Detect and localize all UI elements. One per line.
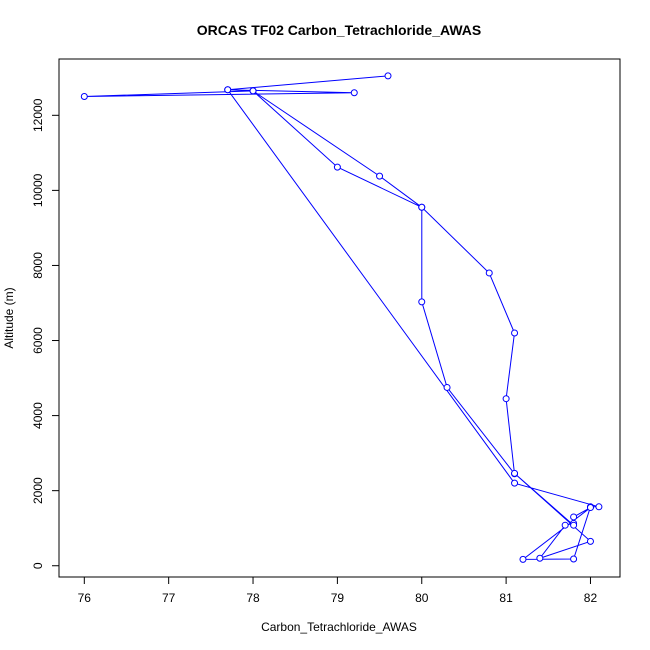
plot-frame [58, 58, 621, 578]
data-point [570, 513, 578, 521]
series-line [84, 75, 600, 560]
series-layer [80, 72, 603, 563]
data-point [249, 87, 257, 95]
data-point [485, 269, 493, 277]
y-axis: 0 2000 4000 6000 8000 10000 12000 [31, 98, 60, 569]
data-point [443, 383, 451, 391]
x-tick-label: 77 [162, 591, 176, 605]
x-tick-label: 78 [246, 591, 260, 605]
data-point [418, 203, 426, 211]
data-point [384, 72, 392, 80]
y-tick-label: 2000 [31, 477, 45, 504]
x-tick-label: 80 [415, 591, 429, 605]
x-axis-label: Carbon_Tetrachloride_AWAS [261, 620, 417, 634]
data-point [586, 504, 594, 512]
x-axis: 76 77 78 79 80 81 82 [78, 576, 598, 605]
data-point [570, 521, 578, 529]
data-point [561, 521, 569, 529]
data-point [80, 93, 88, 101]
x-tick-label: 79 [331, 591, 345, 605]
x-tick-label: 76 [78, 591, 92, 605]
data-point [511, 329, 519, 337]
chart-title: ORCAS TF02 Carbon_Tetrachloride_AWAS [197, 22, 481, 38]
data-point [502, 395, 510, 403]
data-point [350, 89, 358, 97]
data-point [511, 469, 519, 477]
data-point [519, 555, 527, 563]
y-axis-label: Altitude (m) [2, 287, 16, 348]
y-tick-label: 8000 [31, 252, 45, 279]
y-tick-label: 6000 [31, 327, 45, 354]
y-tick-label: 12000 [31, 98, 45, 132]
x-tick-label: 82 [584, 591, 598, 605]
x-tick-label: 81 [499, 591, 513, 605]
y-tick-label: 10000 [31, 173, 45, 207]
data-point [224, 86, 232, 94]
data-point [586, 537, 594, 545]
data-point [376, 172, 384, 180]
data-point [536, 554, 544, 562]
data-point [418, 298, 426, 306]
data-point [333, 163, 341, 171]
data-point [511, 479, 519, 487]
y-tick-label: 0 [31, 562, 45, 569]
data-point [570, 555, 578, 563]
y-tick-label: 4000 [31, 402, 45, 429]
data-point [595, 503, 603, 511]
